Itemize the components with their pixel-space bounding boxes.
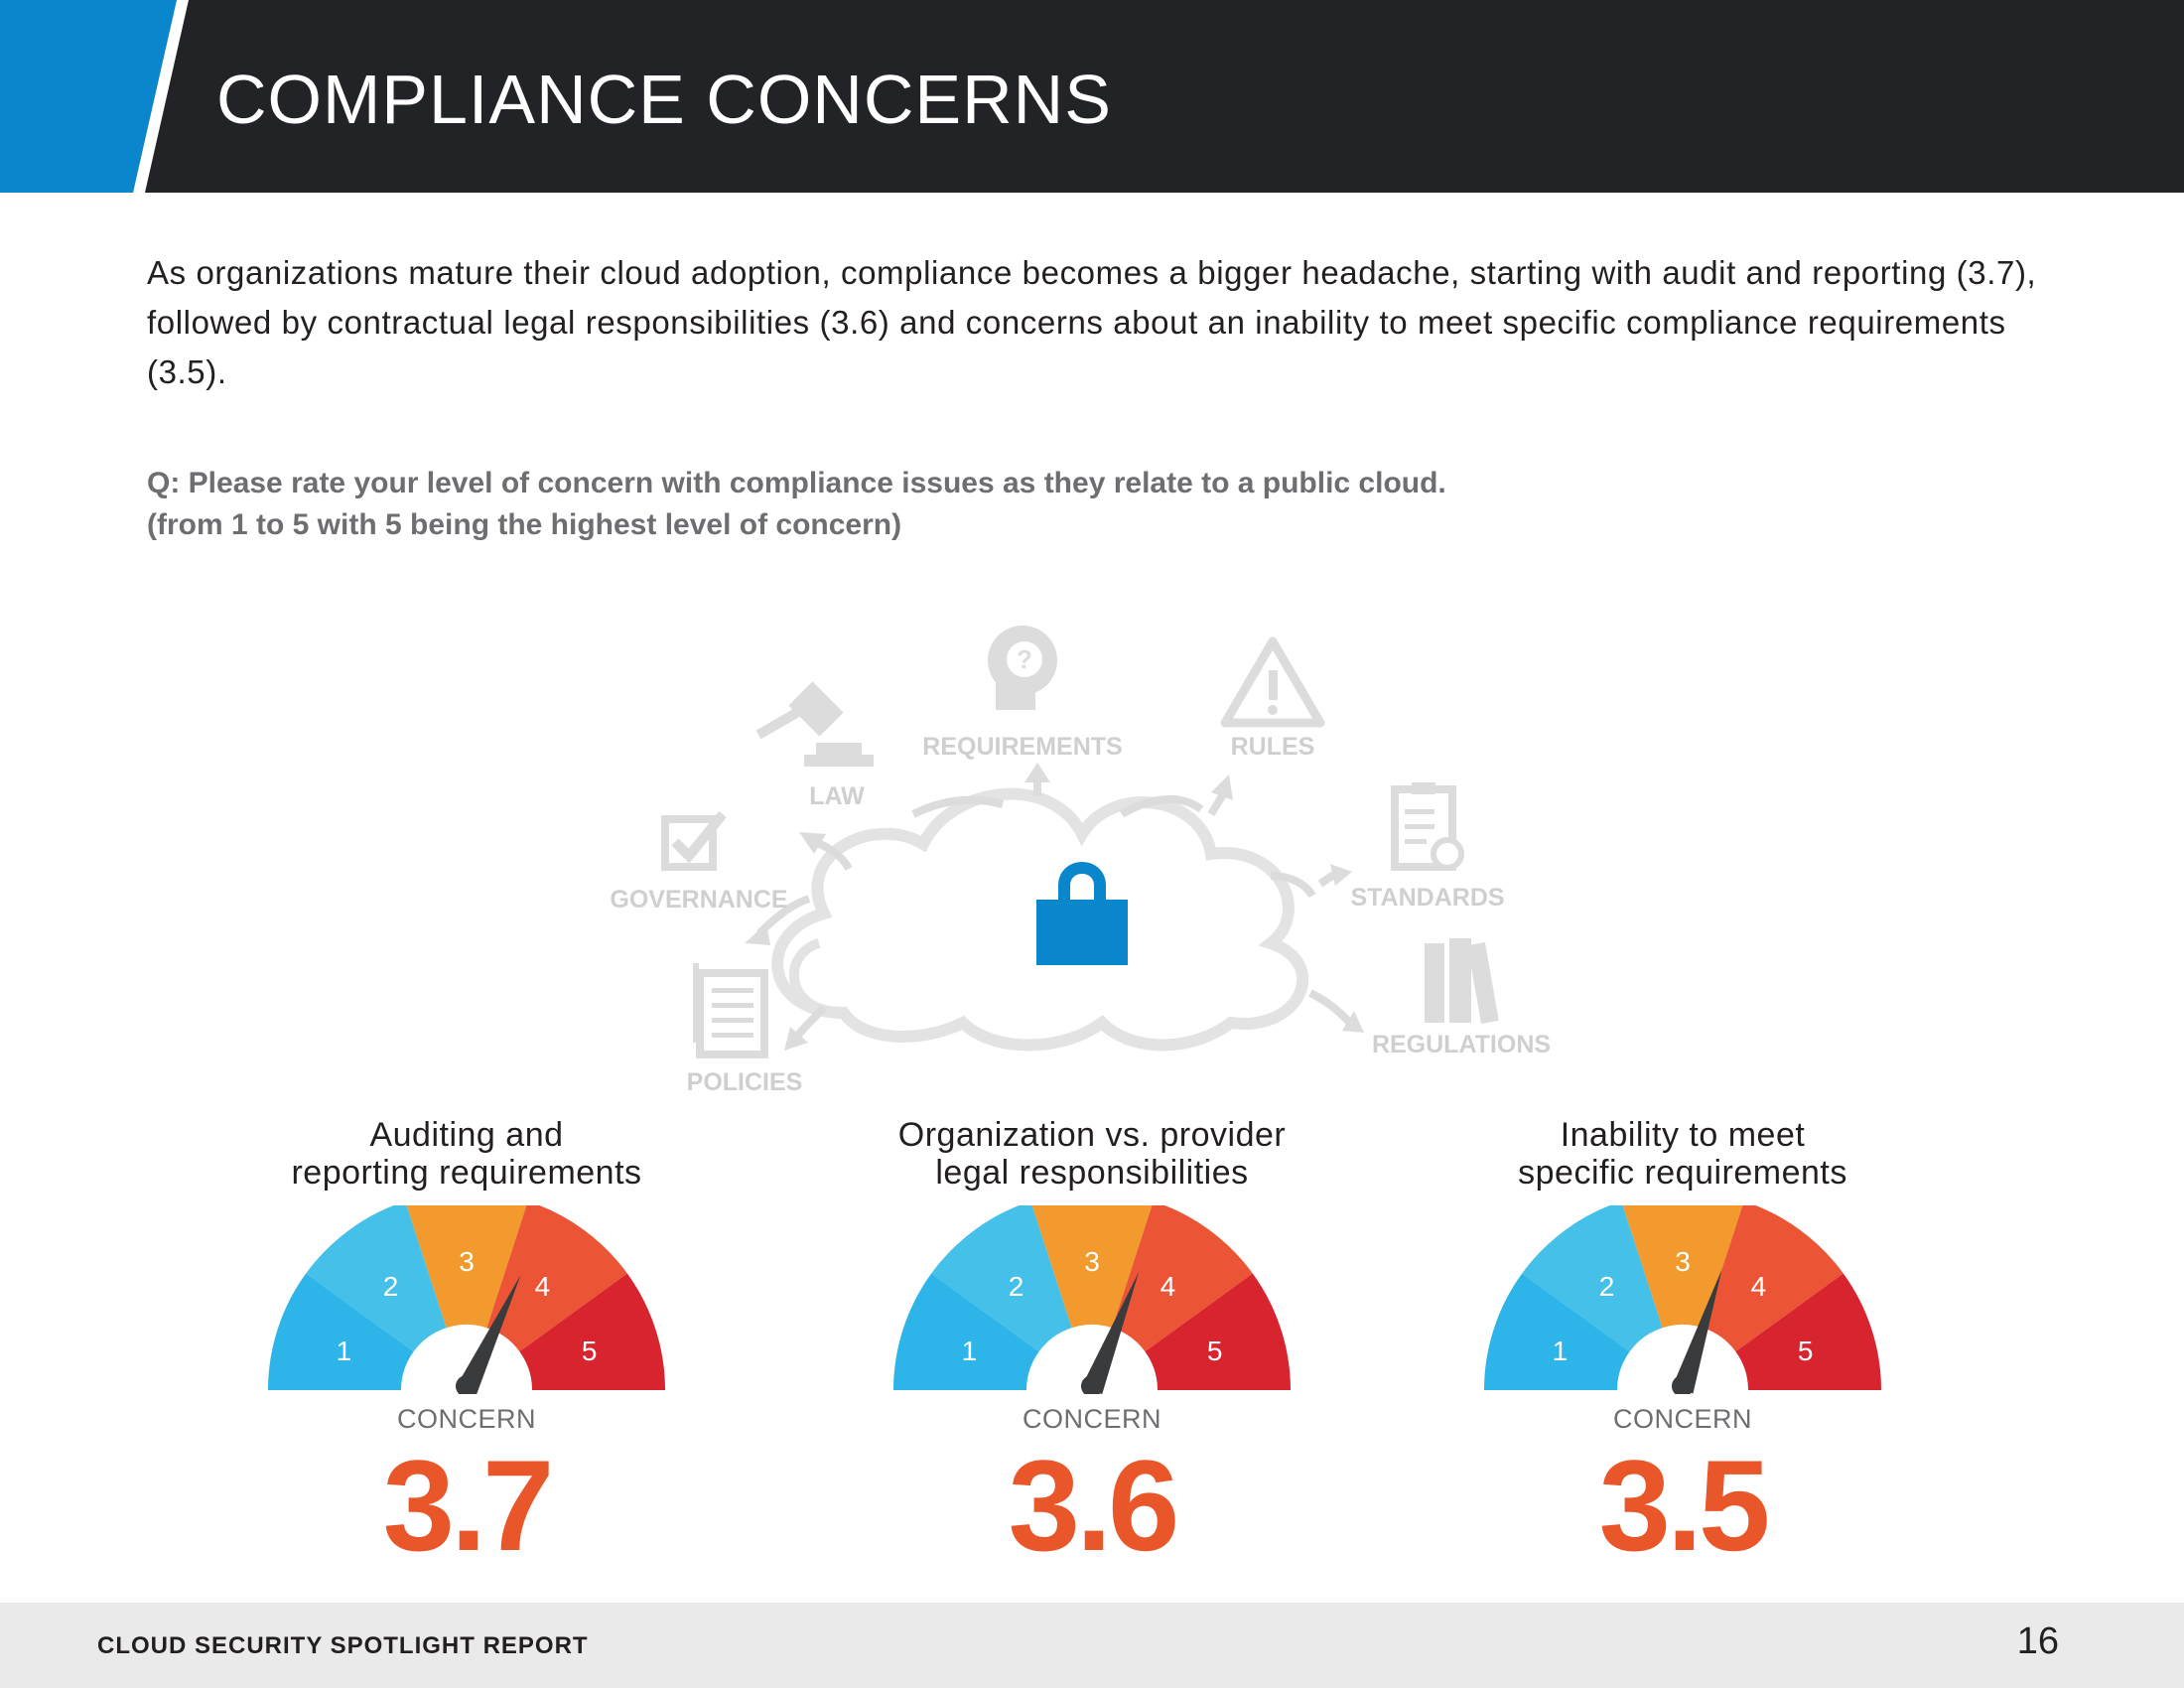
gauge-segment-2	[306, 1205, 447, 1352]
label-requirements: REQUIREMENTS	[922, 733, 1122, 761]
gauge-needle-hub	[1081, 1375, 1103, 1394]
header-accent-stripe	[0, 0, 177, 193]
gauge-segment-3	[1031, 1205, 1153, 1329]
label-policies: POLICIES	[687, 1068, 803, 1096]
label-standards: STANDARDS	[1350, 884, 1504, 912]
gauge-score: 3.7	[382, 1433, 555, 1578]
gauge-tick-label: 4	[535, 1271, 551, 1302]
gauge-score: 3.5	[1598, 1433, 1771, 1578]
label-law: LAW	[809, 782, 865, 810]
gauge-segment-1	[268, 1273, 414, 1390]
lock-icon	[1036, 862, 1128, 965]
gauge-segment-2	[1522, 1205, 1663, 1352]
label-regulations: REGULATIONS	[1372, 1031, 1551, 1058]
gauge-segment-5	[1145, 1273, 1291, 1390]
gauge-tick-label: 5	[1798, 1336, 1814, 1366]
gauge-concern-label: CONCERN	[1612, 1404, 1752, 1434]
gauge-requirements: Inability to meet specific requirements …	[1425, 1116, 1941, 1578]
gauge-segment-5	[1735, 1273, 1881, 1390]
survey-question: Q: Please rate your level of concern wit…	[147, 463, 2033, 546]
gauge-needle	[457, 1275, 521, 1394]
gauge-title: Organization vs. provider legal responsi…	[897, 1116, 1287, 1192]
binders-icon	[1425, 938, 1499, 1024]
gauge-segment-2	[931, 1205, 1072, 1352]
gauge-tick-label: 1	[1553, 1336, 1569, 1366]
gauge-segment-4	[1703, 1205, 1843, 1352]
gauge-needle-hub	[456, 1375, 478, 1394]
gauge-needle	[1672, 1269, 1722, 1394]
page-header: COMPLIANCE CONCERNS	[0, 0, 2184, 193]
gauge-tick-label: 2	[383, 1271, 399, 1302]
gauge-tick-label: 4	[1751, 1271, 1767, 1302]
gauge-dial: 1 2 3 4 5	[1484, 1205, 1881, 1394]
gauge-tick-label: 4	[1160, 1271, 1176, 1302]
gauge-tick-label: 3	[1084, 1246, 1100, 1277]
head-question-icon: ?	[988, 626, 1057, 710]
gauge-segment-3	[406, 1205, 527, 1329]
gauge-segment-4	[486, 1205, 627, 1352]
checkbox-icon	[661, 810, 727, 871]
arrow-icons	[745, 763, 1364, 1051]
gauge-concern-label: CONCERN	[396, 1404, 536, 1434]
header-accent-divider	[133, 0, 189, 193]
footer-report-name: CLOUD SECURITY SPOTLIGHT REPORT	[97, 1632, 589, 1659]
gauge-tick-label: 5	[582, 1336, 598, 1366]
gauge-dial: 1 2 3 4 5	[893, 1205, 1291, 1394]
warning-triangle-icon	[1220, 636, 1325, 728]
page-title: COMPLIANCE CONCERNS	[216, 61, 1112, 138]
page-number: 16	[2016, 1620, 2059, 1662]
clipboard-icon	[1391, 782, 1464, 871]
gauge-tick-label: 1	[962, 1336, 978, 1366]
svg-text:?: ?	[1017, 644, 1032, 674]
gauge-segment-1	[1484, 1273, 1630, 1390]
document-icon	[693, 963, 768, 1058]
gauge-tick-label: 2	[1009, 1271, 1024, 1302]
gauge-auditing: Auditing and reporting requirements 1 2 3 4…	[208, 1116, 725, 1578]
gauge-dial: 1 2 3 4 5	[268, 1205, 665, 1394]
gavel-icon	[755, 681, 874, 767]
gauge-title: Inability to meet specific requirements	[1518, 1116, 1847, 1192]
page-footer: CLOUD SECURITY SPOTLIGHT REPORT 16	[0, 1603, 2184, 1688]
gauge-segment-4	[1112, 1205, 1253, 1352]
gauge-legal: Organization vs. provider legal responsi…	[834, 1116, 1350, 1578]
gauge-tick-label: 3	[459, 1246, 475, 1277]
compliance-illustration: ? REQUIREMENT	[610, 626, 1551, 1096]
gauge-tick-label: 1	[337, 1336, 352, 1366]
gauge-segment-5	[519, 1273, 665, 1390]
intro-paragraph: As organizations mature their cloud adop…	[147, 254, 2037, 390]
gauge-segment-1	[893, 1273, 1039, 1390]
gauge-tick-label: 5	[1207, 1336, 1223, 1366]
gauge-title: Auditing and reporting requirements	[291, 1116, 642, 1192]
cloud-icon	[771, 787, 1308, 1052]
gauge-needle-hub	[1672, 1375, 1694, 1394]
gauge-tick-label: 2	[1599, 1271, 1615, 1302]
label-governance: GOVERNANCE	[610, 886, 787, 914]
header-banner	[0, 0, 2184, 193]
label-rules: RULES	[1231, 733, 1315, 761]
gauge-concern-label: CONCERN	[1022, 1404, 1161, 1434]
question-line-2: (from 1 to 5 with 5 being the highest le…	[147, 508, 902, 541]
gauge-score: 3.6	[1008, 1433, 1180, 1578]
question-line-1: Q: Please rate your level of concern wit…	[147, 467, 1446, 499]
gauge-needle	[1081, 1271, 1140, 1394]
gauge-tick-label: 3	[1675, 1246, 1691, 1277]
